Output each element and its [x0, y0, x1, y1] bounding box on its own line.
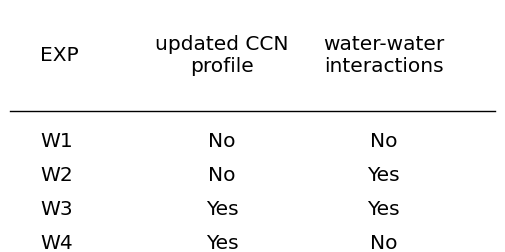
Text: No: No — [370, 132, 397, 151]
Text: Yes: Yes — [368, 166, 400, 185]
Text: Yes: Yes — [368, 200, 400, 219]
Text: EXP: EXP — [40, 46, 79, 65]
Text: updated CCN
profile: updated CCN profile — [156, 35, 289, 76]
Text: No: No — [370, 234, 397, 252]
Text: No: No — [209, 132, 236, 151]
Text: water-water
interactions: water-water interactions — [323, 35, 444, 76]
Text: W2: W2 — [40, 166, 73, 185]
Text: No: No — [209, 166, 236, 185]
Text: Yes: Yes — [206, 200, 238, 219]
Text: W4: W4 — [40, 234, 73, 252]
Text: W3: W3 — [40, 200, 73, 219]
Text: Yes: Yes — [206, 234, 238, 252]
Text: W1: W1 — [40, 132, 73, 151]
